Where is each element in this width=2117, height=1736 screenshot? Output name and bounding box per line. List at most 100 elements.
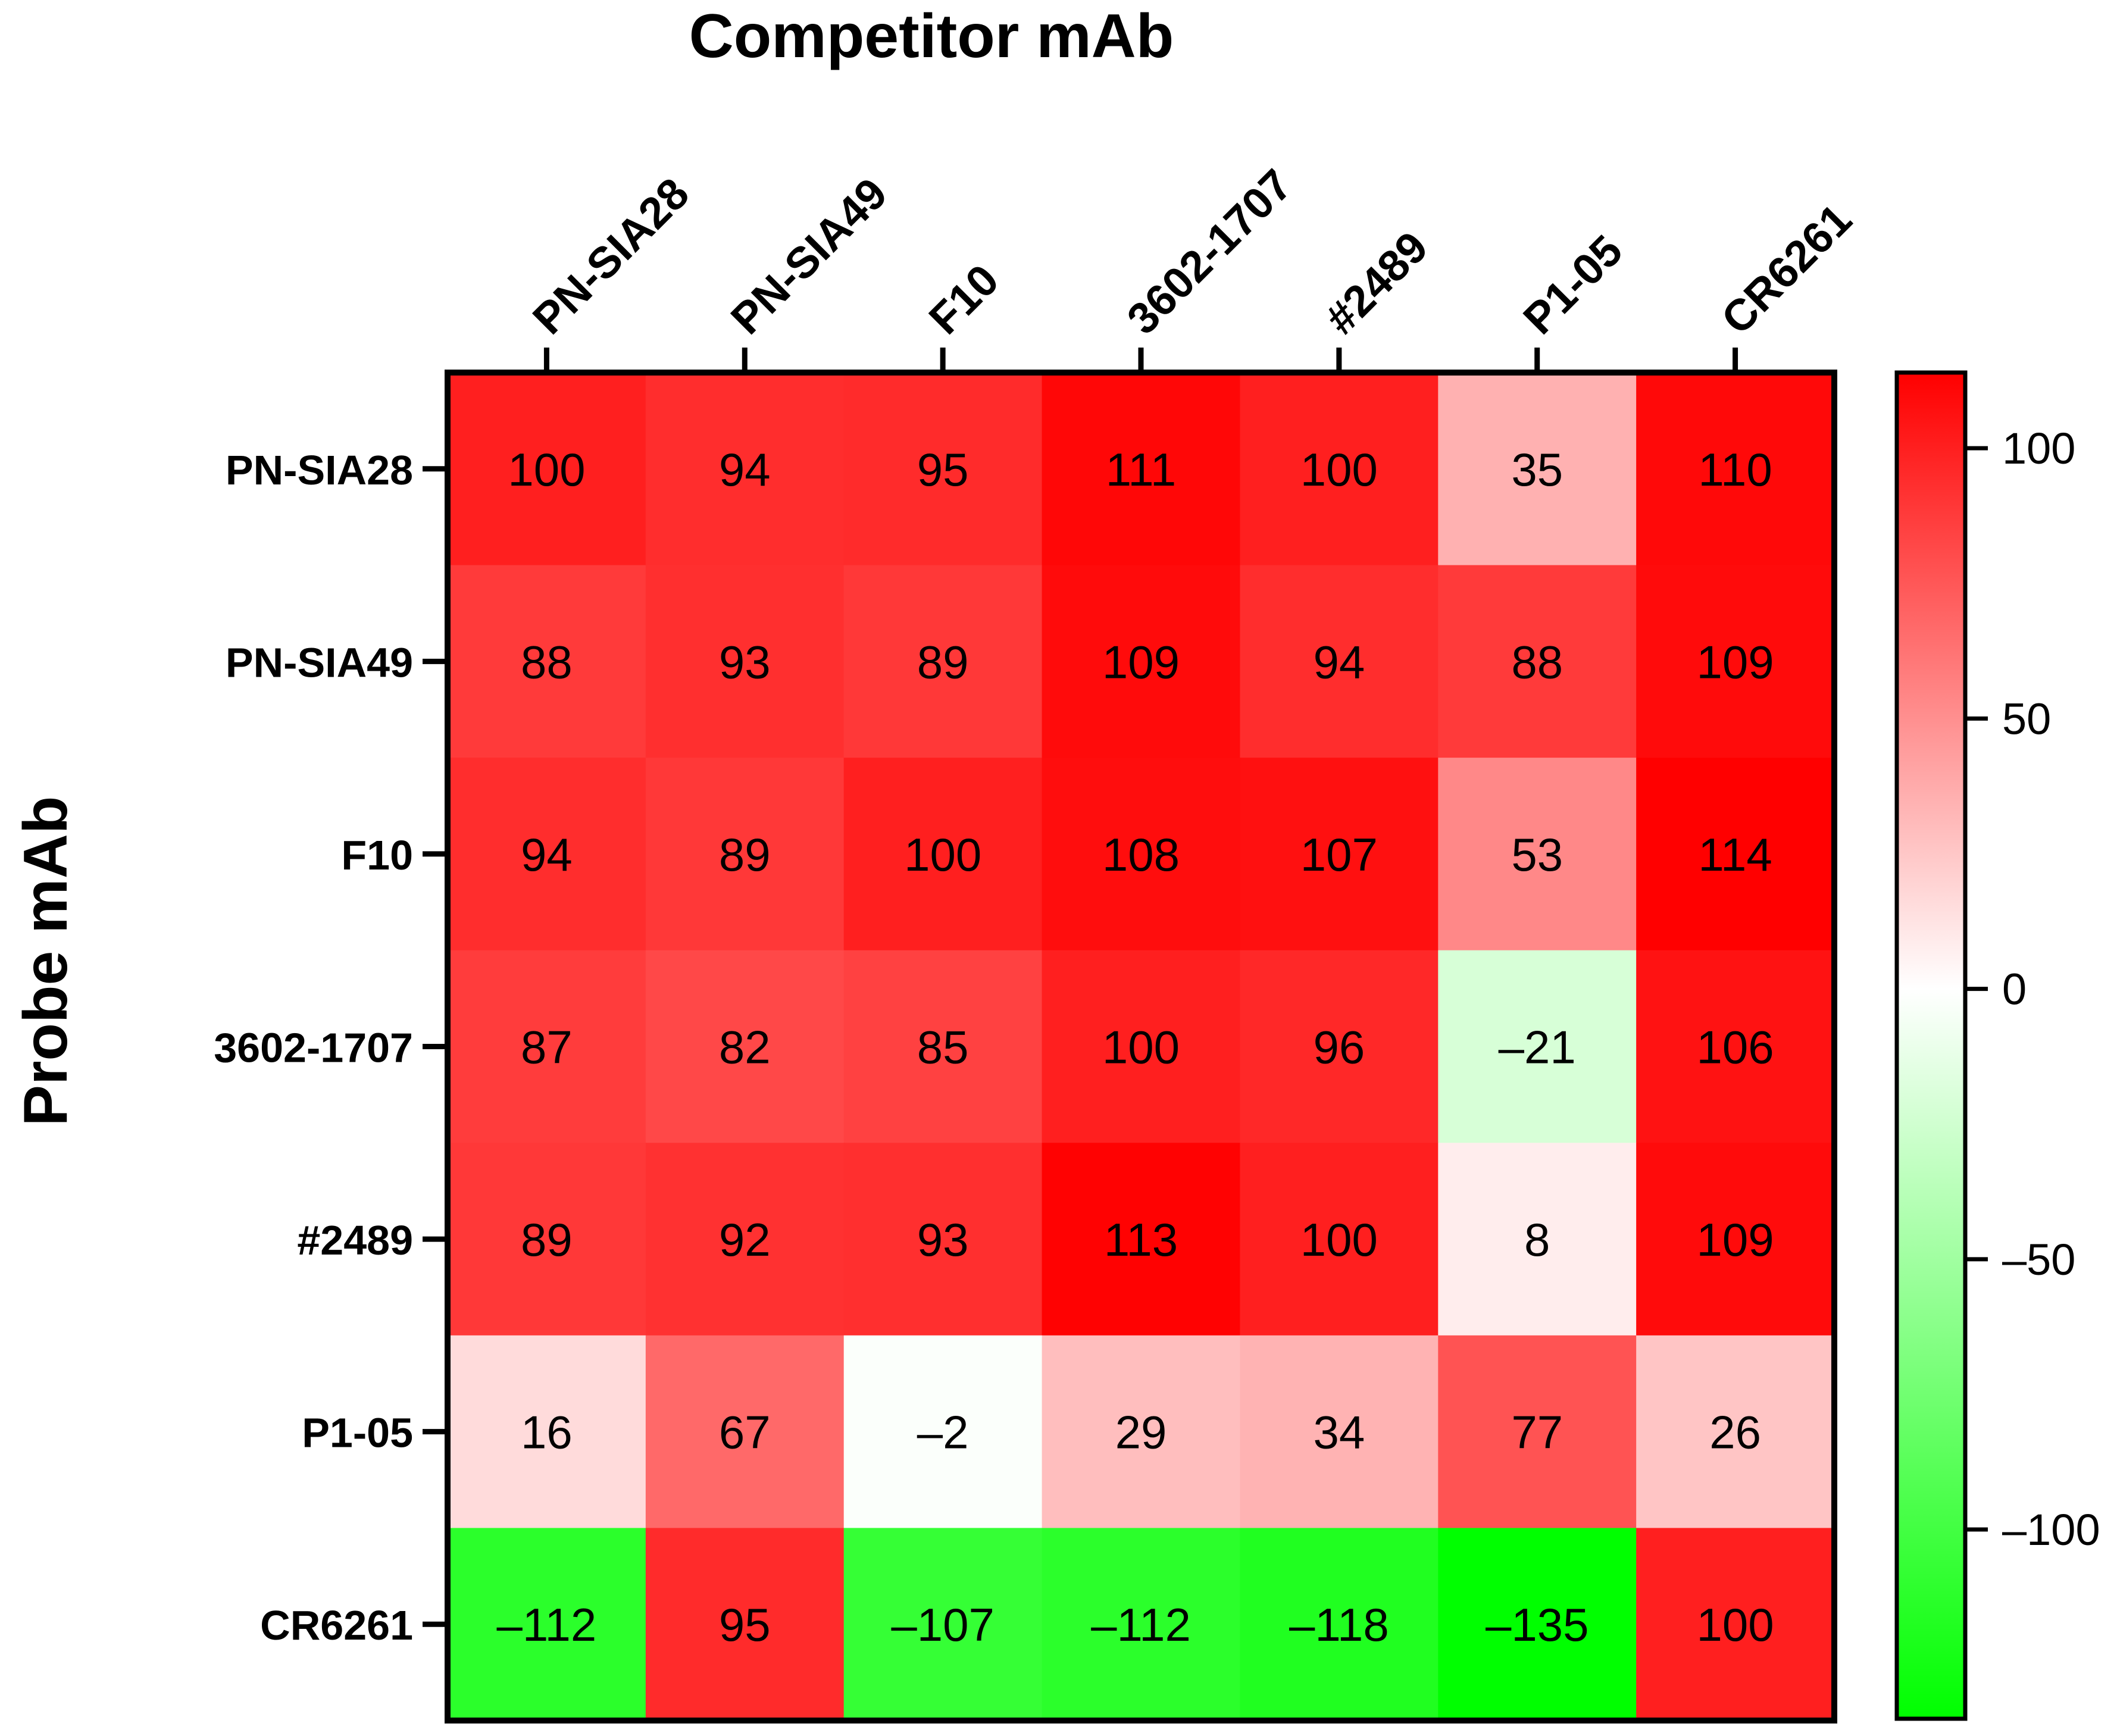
heatmap-cell bbox=[1042, 1143, 1241, 1336]
cell-value-label: –118 bbox=[1289, 1599, 1389, 1651]
heatmap-cell bbox=[645, 373, 845, 566]
heatmap-cell bbox=[1240, 1528, 1439, 1721]
heatmap-cell bbox=[1438, 950, 1637, 1143]
heatmap-cell bbox=[448, 1335, 646, 1529]
heatmap-cell bbox=[843, 1335, 1043, 1529]
heatmap-cell bbox=[1636, 1528, 1835, 1721]
cell-value-label: 87 bbox=[521, 1021, 573, 1074]
heatmap-cell bbox=[645, 950, 845, 1143]
heatmap-cell bbox=[843, 565, 1043, 758]
heatmap-cell-labels: 100 94 95 111 100 35 110 88 93 89 109 94 88 109 94 89 10… bbox=[497, 443, 1774, 1651]
heatmap-cell bbox=[1636, 373, 1835, 566]
y-tick-label: PN-SIA28 bbox=[226, 447, 413, 493]
cell-value-label: 94 bbox=[719, 443, 771, 496]
cell-value-label: 95 bbox=[719, 1599, 771, 1651]
cell-value-label: 85 bbox=[917, 1021, 969, 1074]
cell-value-label: 94 bbox=[1313, 636, 1365, 688]
y-tick-label: 3602-1707 bbox=[214, 1025, 413, 1071]
heatmap-cell bbox=[843, 758, 1043, 951]
heatmap-cell bbox=[1240, 373, 1439, 566]
colorbar: 100 50 0 –50 –100 bbox=[1894, 370, 2100, 1721]
heatmap-cell bbox=[843, 1143, 1043, 1336]
heatmap-cell bbox=[1240, 565, 1439, 758]
heatmap-cell bbox=[1042, 1528, 1241, 1721]
heatmap-cell bbox=[1636, 1335, 1835, 1529]
heatmap-cell bbox=[645, 758, 845, 951]
heatmap-cell bbox=[1438, 758, 1637, 951]
heatmap-cell bbox=[1438, 1528, 1637, 1721]
heatmap-cell bbox=[843, 1528, 1043, 1721]
colorbar-tick-label: –100 bbox=[2002, 1505, 2100, 1554]
y-tick-label: PN-SIA49 bbox=[226, 639, 413, 686]
y-tick-label: P1-05 bbox=[302, 1410, 413, 1456]
heatmap-cell bbox=[645, 1335, 845, 1529]
cell-value-label: 111 bbox=[1106, 443, 1177, 496]
cell-value-label: 35 bbox=[1511, 443, 1563, 496]
heatmap-cell bbox=[448, 758, 646, 951]
colorbar-gradient bbox=[1894, 370, 1968, 1721]
cell-value-label: 94 bbox=[521, 828, 573, 881]
heatmap-cells bbox=[448, 373, 1835, 1721]
heatmap-cell bbox=[1636, 565, 1835, 758]
x-tick-label: PN-SIA28 bbox=[523, 168, 698, 343]
heatmap-cell bbox=[448, 950, 646, 1143]
heatmap-cell bbox=[1240, 758, 1439, 951]
cell-value-label: –21 bbox=[1499, 1021, 1576, 1074]
heatmap-cell bbox=[1636, 758, 1835, 951]
cell-value-label: 34 bbox=[1313, 1406, 1365, 1459]
cell-value-label: –135 bbox=[1486, 1599, 1589, 1651]
heatmap-cell bbox=[1636, 1143, 1835, 1336]
x-axis-ticks: PN-SIA28 PN-SIA49 F10 3602-1707 #2489 P1-05 CR… bbox=[523, 159, 1861, 373]
heatmap-cell bbox=[1438, 373, 1637, 566]
cell-value-label: 92 bbox=[719, 1213, 771, 1266]
heatmap-cell bbox=[1042, 565, 1241, 758]
heatmap-cell bbox=[448, 1528, 646, 1721]
heatmap-cell bbox=[645, 1143, 845, 1336]
heatmap-cell bbox=[645, 1528, 845, 1721]
heatmap-cell bbox=[448, 1143, 646, 1336]
cell-value-label: 100 bbox=[904, 828, 981, 881]
cell-value-label: 100 bbox=[1300, 1213, 1378, 1266]
x-tick-label: P1-05 bbox=[1514, 226, 1631, 343]
cell-value-label: 89 bbox=[521, 1213, 573, 1266]
cell-value-label: 113 bbox=[1104, 1213, 1178, 1266]
chart-title: Competitor mAb bbox=[689, 2, 1174, 71]
cell-value-label: 109 bbox=[1697, 1213, 1774, 1266]
heatmap-cell bbox=[843, 950, 1043, 1143]
cell-value-label: 77 bbox=[1511, 1406, 1563, 1459]
x-tick-label: #2489 bbox=[1315, 222, 1437, 343]
heatmap-cell bbox=[1042, 1335, 1241, 1529]
cell-value-label: –107 bbox=[891, 1599, 995, 1651]
cell-value-label: 89 bbox=[719, 828, 771, 881]
heatmap-cell bbox=[843, 373, 1043, 566]
cell-value-label: 107 bbox=[1300, 828, 1378, 881]
y-tick-label: #2489 bbox=[297, 1217, 413, 1263]
cell-value-label: 26 bbox=[1709, 1406, 1761, 1459]
heatmap-cell bbox=[448, 373, 646, 566]
heatmap-cell bbox=[1042, 373, 1241, 566]
cell-value-label: 100 bbox=[1697, 1599, 1774, 1651]
heatmap-cell bbox=[448, 565, 646, 758]
cell-value-label: 16 bbox=[521, 1406, 573, 1459]
cell-value-label: 109 bbox=[1697, 636, 1774, 688]
cell-value-label: 93 bbox=[917, 1213, 969, 1266]
cell-value-label: 100 bbox=[1102, 1021, 1180, 1074]
cell-value-label: 93 bbox=[719, 636, 771, 688]
heatmap-cell bbox=[645, 565, 845, 758]
heatmap-cell bbox=[1042, 950, 1241, 1143]
cell-value-label: 53 bbox=[1511, 828, 1563, 881]
cell-value-label: 108 bbox=[1102, 828, 1180, 881]
x-tick-label: CR6261 bbox=[1712, 195, 1861, 344]
cell-value-label: 82 bbox=[719, 1021, 771, 1074]
heatmap-cell bbox=[1240, 950, 1439, 1143]
x-tick-label: F10 bbox=[920, 255, 1008, 343]
cell-value-label: 100 bbox=[508, 443, 585, 496]
cell-value-label: 88 bbox=[521, 636, 573, 688]
y-axis-label: Probe mAb bbox=[11, 796, 80, 1127]
x-tick-label: 3602-1707 bbox=[1118, 159, 1302, 343]
cell-value-label: 109 bbox=[1102, 636, 1180, 688]
heatmap-cell bbox=[1438, 565, 1637, 758]
cell-value-label: 106 bbox=[1697, 1021, 1774, 1074]
colorbar-ticks: 100 50 0 –50 –100 bbox=[1965, 424, 2100, 1554]
